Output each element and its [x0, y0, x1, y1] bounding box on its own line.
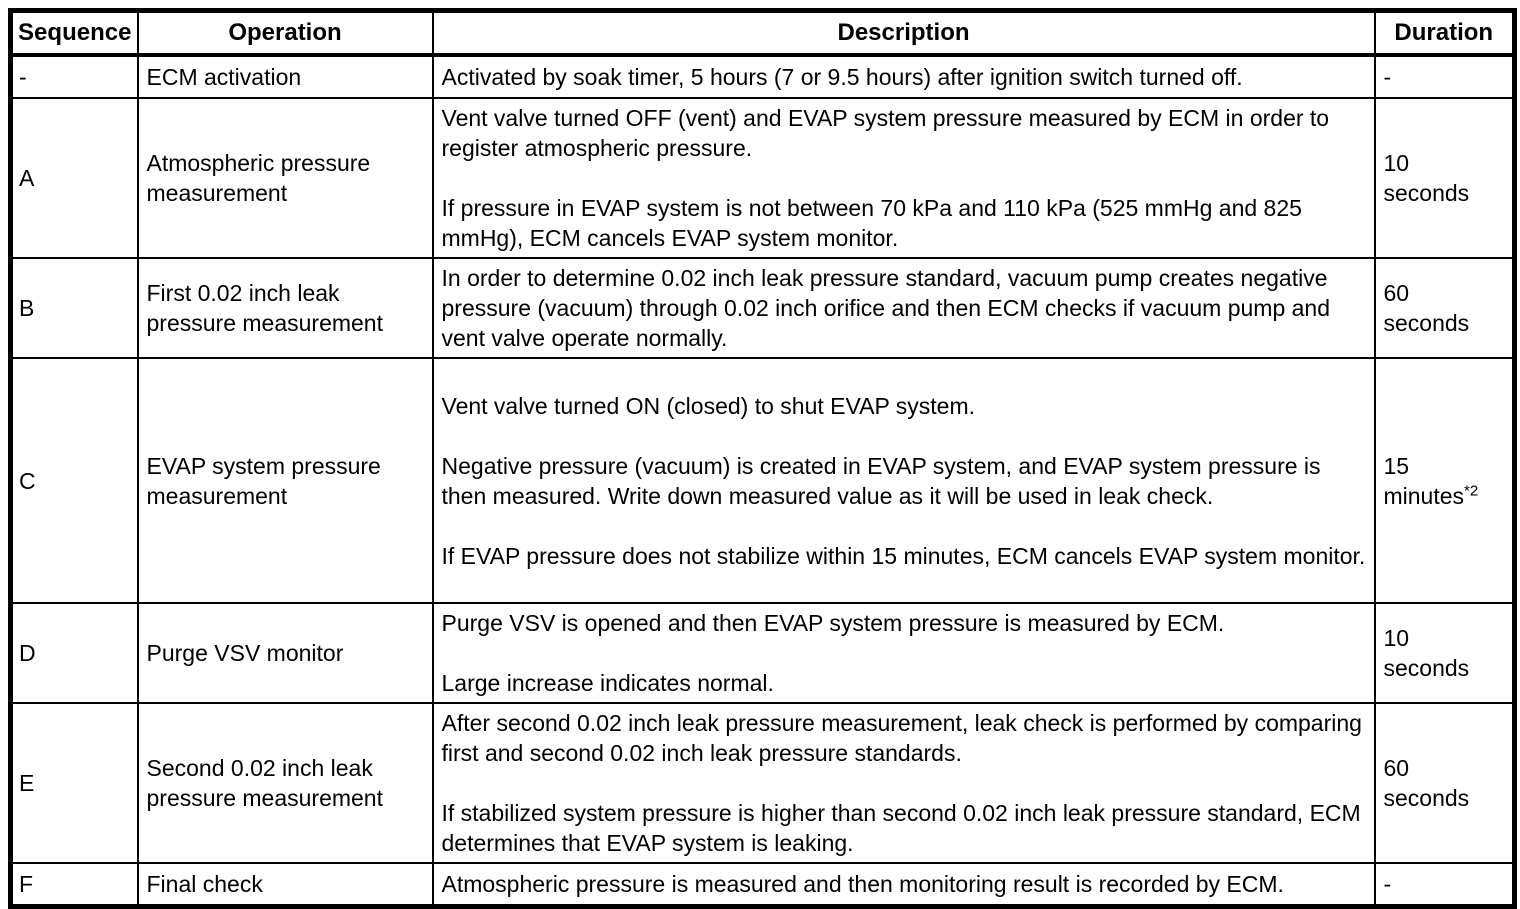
description-cell: Activated by soak timer, 5 hours (7 or 9… — [431, 54, 1376, 99]
description-paragraph: If pressure in EVAP system is not betwee… — [441, 195, 1302, 251]
description-paragraph: Vent valve turned ON (closed) to shut EV… — [441, 392, 976, 419]
duration-cell: 10 seconds — [1373, 97, 1516, 259]
description-cell: Atmospheric pressure is measured and the… — [431, 862, 1376, 907]
duration-text: seconds — [1383, 310, 1470, 336]
operation-cell: Second 0.02 inch leak pressure measureme… — [136, 702, 434, 864]
table-row: A Atmospheric pressure measurement Vent va… — [9, 97, 1516, 259]
duration-text: minutes — [1383, 482, 1465, 509]
table-body: - ECM activation Activated by soak timer, … — [9, 54, 1516, 907]
duration-text: 15 — [1383, 452, 1410, 479]
duration-text: seconds — [1383, 180, 1470, 206]
table-row: - ECM activation Activated by soak timer, … — [9, 54, 1516, 99]
operation-cell: EVAP system pressure measurement — [136, 357, 434, 604]
duration-text: seconds — [1383, 785, 1470, 811]
footnote-marker: *2 — [1464, 481, 1479, 499]
duration-cell: - — [1373, 54, 1516, 99]
operation-cell: Atmospheric pressure measurement — [136, 97, 434, 259]
column-header-description: Description — [431, 9, 1376, 57]
duration-text: seconds — [1383, 655, 1470, 681]
table-row: B First 0.02 inch leak pressure measureme… — [9, 257, 1516, 359]
header-row: Sequence Operation Description Duration — [9, 9, 1516, 57]
description-paragraph: After second 0.02 inch leak pressure mea… — [441, 710, 1362, 766]
description-cell: In order to determine 0.02 inch leak pre… — [431, 257, 1376, 359]
description-paragraph: Large increase indicates normal. — [441, 670, 774, 696]
description-paragraph: In order to determine 0.02 inch leak pre… — [441, 265, 1331, 351]
sequence-cell: D — [9, 602, 139, 704]
table-row: C EVAP system pressure measurement Vent va… — [9, 357, 1516, 604]
duration-cell: 60 seconds — [1373, 257, 1516, 359]
description-paragraph: If EVAP pressure does not stabilize with… — [441, 542, 1366, 569]
description-paragraph: Vent valve turned OFF (vent) and EVAP sy… — [441, 105, 1330, 161]
column-header-sequence: Sequence — [9, 9, 139, 57]
table-row: E Second 0.02 inch leak pressure measurem… — [9, 702, 1516, 864]
description-paragraph: Atmospheric pressure is measured and the… — [441, 870, 1284, 897]
sequence-cell: B — [9, 257, 139, 359]
duration-cell: 15 minutes*2 — [1373, 357, 1516, 604]
sequence-cell: A — [9, 97, 139, 259]
duration-text: 60 — [1383, 280, 1410, 306]
table-row: F Final check Atmospheric pressure is meas… — [9, 862, 1516, 907]
column-header-operation: Operation — [136, 9, 434, 57]
description-paragraph: If stabilized system pressure is higher … — [441, 800, 1361, 856]
duration-text: 10 — [1383, 150, 1410, 176]
sequence-cell: E — [9, 702, 139, 864]
sequence-cell: F — [9, 862, 139, 907]
duration-text: 10 — [1383, 625, 1410, 651]
duration-cell: - — [1373, 862, 1516, 907]
description-paragraph: Negative pressure (vacuum) is created in… — [441, 452, 1321, 509]
description-cell: Vent valve turned OFF (vent) and EVAP sy… — [431, 97, 1376, 259]
column-header-duration: Duration — [1373, 9, 1516, 57]
duration-text: - — [1383, 64, 1392, 90]
description-cell: After second 0.02 inch leak pressure mea… — [431, 702, 1376, 864]
duration-text: - — [1383, 870, 1392, 897]
sequence-cell: C — [9, 357, 139, 604]
description-paragraph: Purge VSV is opened and then EVAP system… — [441, 610, 1225, 636]
operation-cell: First 0.02 inch leak pressure measuremen… — [136, 257, 434, 359]
operation-cell: Purge VSV monitor — [136, 602, 434, 704]
operation-cell: ECM activation — [136, 54, 434, 99]
evap-monitor-sequence-table: Sequence Operation Description Duration … — [8, 8, 1517, 909]
description-paragraph: Activated by soak timer, 5 hours (7 or 9… — [441, 64, 1243, 90]
duration-cell: 10 seconds — [1373, 602, 1516, 704]
sequence-cell: - — [9, 54, 139, 99]
table-row: D Purge VSV monitor Purge VSV is opened an… — [9, 602, 1516, 704]
description-cell: Vent valve turned ON (closed) to shut EV… — [431, 357, 1376, 604]
duration-cell: 60 seconds — [1373, 702, 1516, 864]
description-cell: Purge VSV is opened and then EVAP system… — [431, 602, 1376, 704]
duration-text: 60 — [1383, 755, 1410, 781]
operation-cell: Final check — [136, 862, 434, 907]
